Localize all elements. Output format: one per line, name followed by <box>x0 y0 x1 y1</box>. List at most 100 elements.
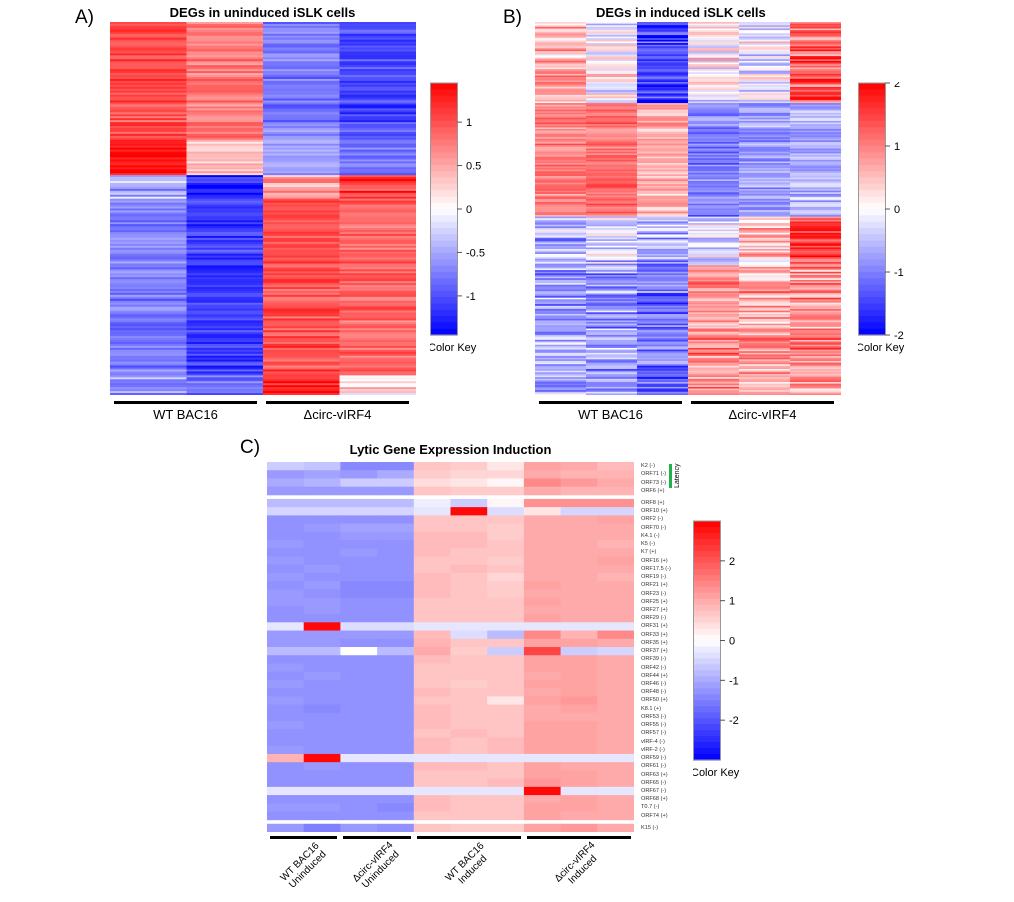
panel-b-cell <box>586 125 638 128</box>
panel-a-cell <box>186 338 264 341</box>
panel-a-cell <box>186 33 264 37</box>
panel-a-cell <box>263 102 340 105</box>
panel-a-cell <box>339 334 416 337</box>
panel-b-cell <box>535 31 587 34</box>
panel-a-cell <box>263 245 340 249</box>
panel-b-cell <box>586 370 638 373</box>
panel-c-cell <box>303 745 341 755</box>
panel-b-cell <box>586 292 638 295</box>
panel-b-cell <box>535 86 587 89</box>
panel-b-cell <box>586 138 638 141</box>
panel-a-cell <box>263 391 340 394</box>
panel-a-cell <box>110 330 187 333</box>
panel-b-cell <box>586 253 638 257</box>
panel-a-cell <box>110 371 187 374</box>
panel-b-cell <box>739 347 791 351</box>
panel-b-cell <box>688 349 740 352</box>
panel-b-cell <box>535 57 587 60</box>
panel-c-cell <box>267 523 305 533</box>
panel-a-cell <box>110 296 187 300</box>
panel-b-cell <box>739 356 791 359</box>
panel-b-cell <box>739 93 791 96</box>
panel-a-cell <box>110 57 187 60</box>
panel-a-cell <box>110 181 187 184</box>
panel-b-cell <box>637 226 689 229</box>
panel-a-cell <box>339 65 416 68</box>
panel-c-cell <box>377 523 415 533</box>
panel-a-key-swatch <box>430 83 457 90</box>
panel-b-cell <box>535 127 587 130</box>
panel-a-cell <box>186 182 264 186</box>
panel-b-cell <box>688 339 740 342</box>
panel-a-cell <box>110 294 187 298</box>
panel-b-cell <box>637 341 689 344</box>
panel-b-cell <box>790 202 841 205</box>
panel-a-cell <box>110 67 187 70</box>
panel-b-cell <box>739 237 791 240</box>
panel-a-cell <box>110 88 187 92</box>
panel-b-cell <box>535 390 587 393</box>
panel-b-cell <box>688 380 740 383</box>
panel-a-cell <box>263 112 340 115</box>
panel-b-cell <box>586 72 638 75</box>
panel-c-cell <box>340 630 378 640</box>
panel-b-cell <box>535 39 587 42</box>
panel-b-cell <box>790 34 841 38</box>
panel-b-cell <box>637 28 689 31</box>
panel-b-cell <box>739 357 791 360</box>
gene-label: ORF25 (+) <box>641 598 668 605</box>
panel-b-cell <box>739 133 791 137</box>
panel-b-cell <box>688 31 740 34</box>
panel-b-cell <box>535 22 587 25</box>
panel-b-cell <box>688 208 740 211</box>
gene-label: ORF74 (+) <box>641 812 668 819</box>
panel-b-cell <box>790 341 841 344</box>
panel-c-cell <box>340 679 378 689</box>
panel-b-cell <box>739 116 791 119</box>
panel-a-key-swatch <box>430 120 457 128</box>
gene-label: ORF17.5 (-) <box>641 565 671 572</box>
panel-c-cell <box>267 823 305 832</box>
panel-a-cell <box>186 55 264 58</box>
panel-a-cell <box>263 35 340 39</box>
panel-c-cell <box>487 531 525 541</box>
panel-b-cell <box>688 245 740 248</box>
panel-b-cell <box>535 193 587 197</box>
panel-b-key-swatch <box>858 146 885 153</box>
panel-c-cell <box>523 795 562 804</box>
panel-b-cell <box>535 266 587 270</box>
panel-a-cell <box>186 100 264 103</box>
panel-b-cell <box>739 258 791 261</box>
panel-b-cell <box>637 130 689 133</box>
panel-a-cell <box>110 131 187 135</box>
panel-b-cell <box>535 54 587 57</box>
panel-c-cell <box>450 507 488 516</box>
panel-c-cell <box>523 515 562 524</box>
panel-b-cell <box>790 380 841 383</box>
panel-b-cell <box>637 273 689 276</box>
panel-b-cell <box>586 260 638 263</box>
panel-c-cell <box>303 556 341 566</box>
panel-b-cell <box>637 343 689 346</box>
gene-label: ORF46 (-) <box>641 681 667 688</box>
panel-b-cell <box>739 34 791 38</box>
panel-a-cell <box>110 234 187 237</box>
panel-b-cell <box>790 386 841 390</box>
panel-a-cell <box>263 385 340 388</box>
panel-b-cell <box>739 143 791 146</box>
panel-b-cell <box>688 192 740 195</box>
panel-c-cell <box>413 478 451 488</box>
panel-b-cell <box>637 291 689 294</box>
panel-a-cell <box>186 59 264 62</box>
panel-b-cell <box>535 211 587 214</box>
panel-b-key-swatch <box>858 171 885 179</box>
panel-b-cell <box>739 101 791 104</box>
panel-b-cell <box>790 343 841 346</box>
panel-b-cell <box>637 193 689 197</box>
panel-b-key-swatch <box>858 177 885 185</box>
panel-a-cell <box>263 137 340 141</box>
panel-b-cell <box>688 124 740 127</box>
panel-b-cell <box>535 281 587 284</box>
panel-b-cell <box>637 339 689 342</box>
panel-b-cell <box>790 305 841 308</box>
